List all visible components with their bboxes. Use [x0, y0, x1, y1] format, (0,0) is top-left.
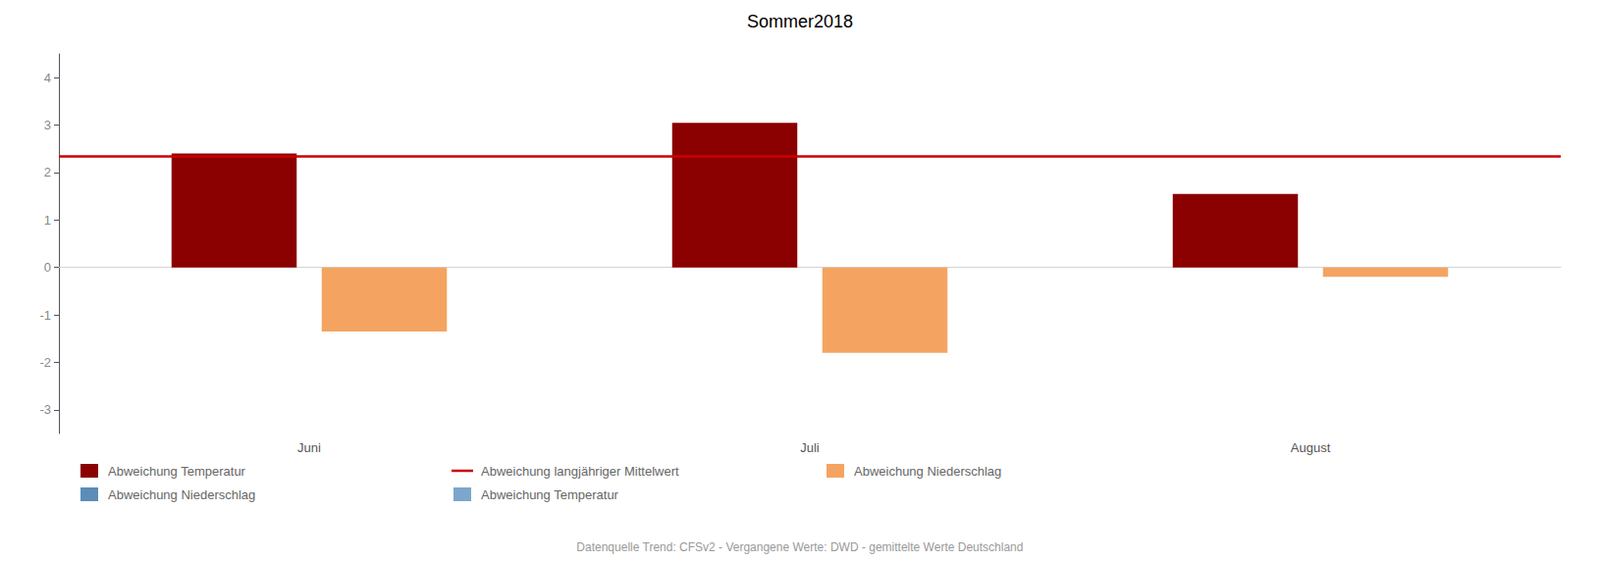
svg-text:-1: -1	[39, 308, 52, 323]
svg-text:-3: -3	[39, 402, 52, 418]
svg-text:-2: -2	[39, 355, 52, 371]
svg-text:Juli: Juli	[800, 440, 820, 456]
svg-text:Abweichung Temperatur: Abweichung Temperatur	[480, 487, 620, 503]
svg-text:4: 4	[44, 70, 52, 86]
svg-text:Abweichung Niederschlag: Abweichung Niederschlag	[853, 464, 1002, 480]
svg-text:3: 3	[44, 117, 52, 133]
svg-text:Abweichung Temperatur: Abweichung Temperatur	[107, 464, 247, 480]
svg-text:0: 0	[44, 260, 52, 275]
svg-text:August: August	[1290, 440, 1332, 456]
svg-text:Sommer2018: Sommer2018	[746, 11, 854, 32]
svg-text:2: 2	[44, 164, 52, 180]
svg-text:Abweichung langjähriger Mittel: Abweichung langjähriger Mittelwert	[480, 464, 680, 480]
svg-text:1: 1	[44, 213, 52, 228]
svg-text:Abweichung Niederschlag: Abweichung Niederschlag	[107, 487, 256, 503]
svg-text:Juni: Juni	[297, 440, 321, 456]
svg-text:Datenquelle Trend: CFSv2 - Ver: Datenquelle Trend: CFSv2 - Vergangene We…	[576, 540, 1023, 555]
